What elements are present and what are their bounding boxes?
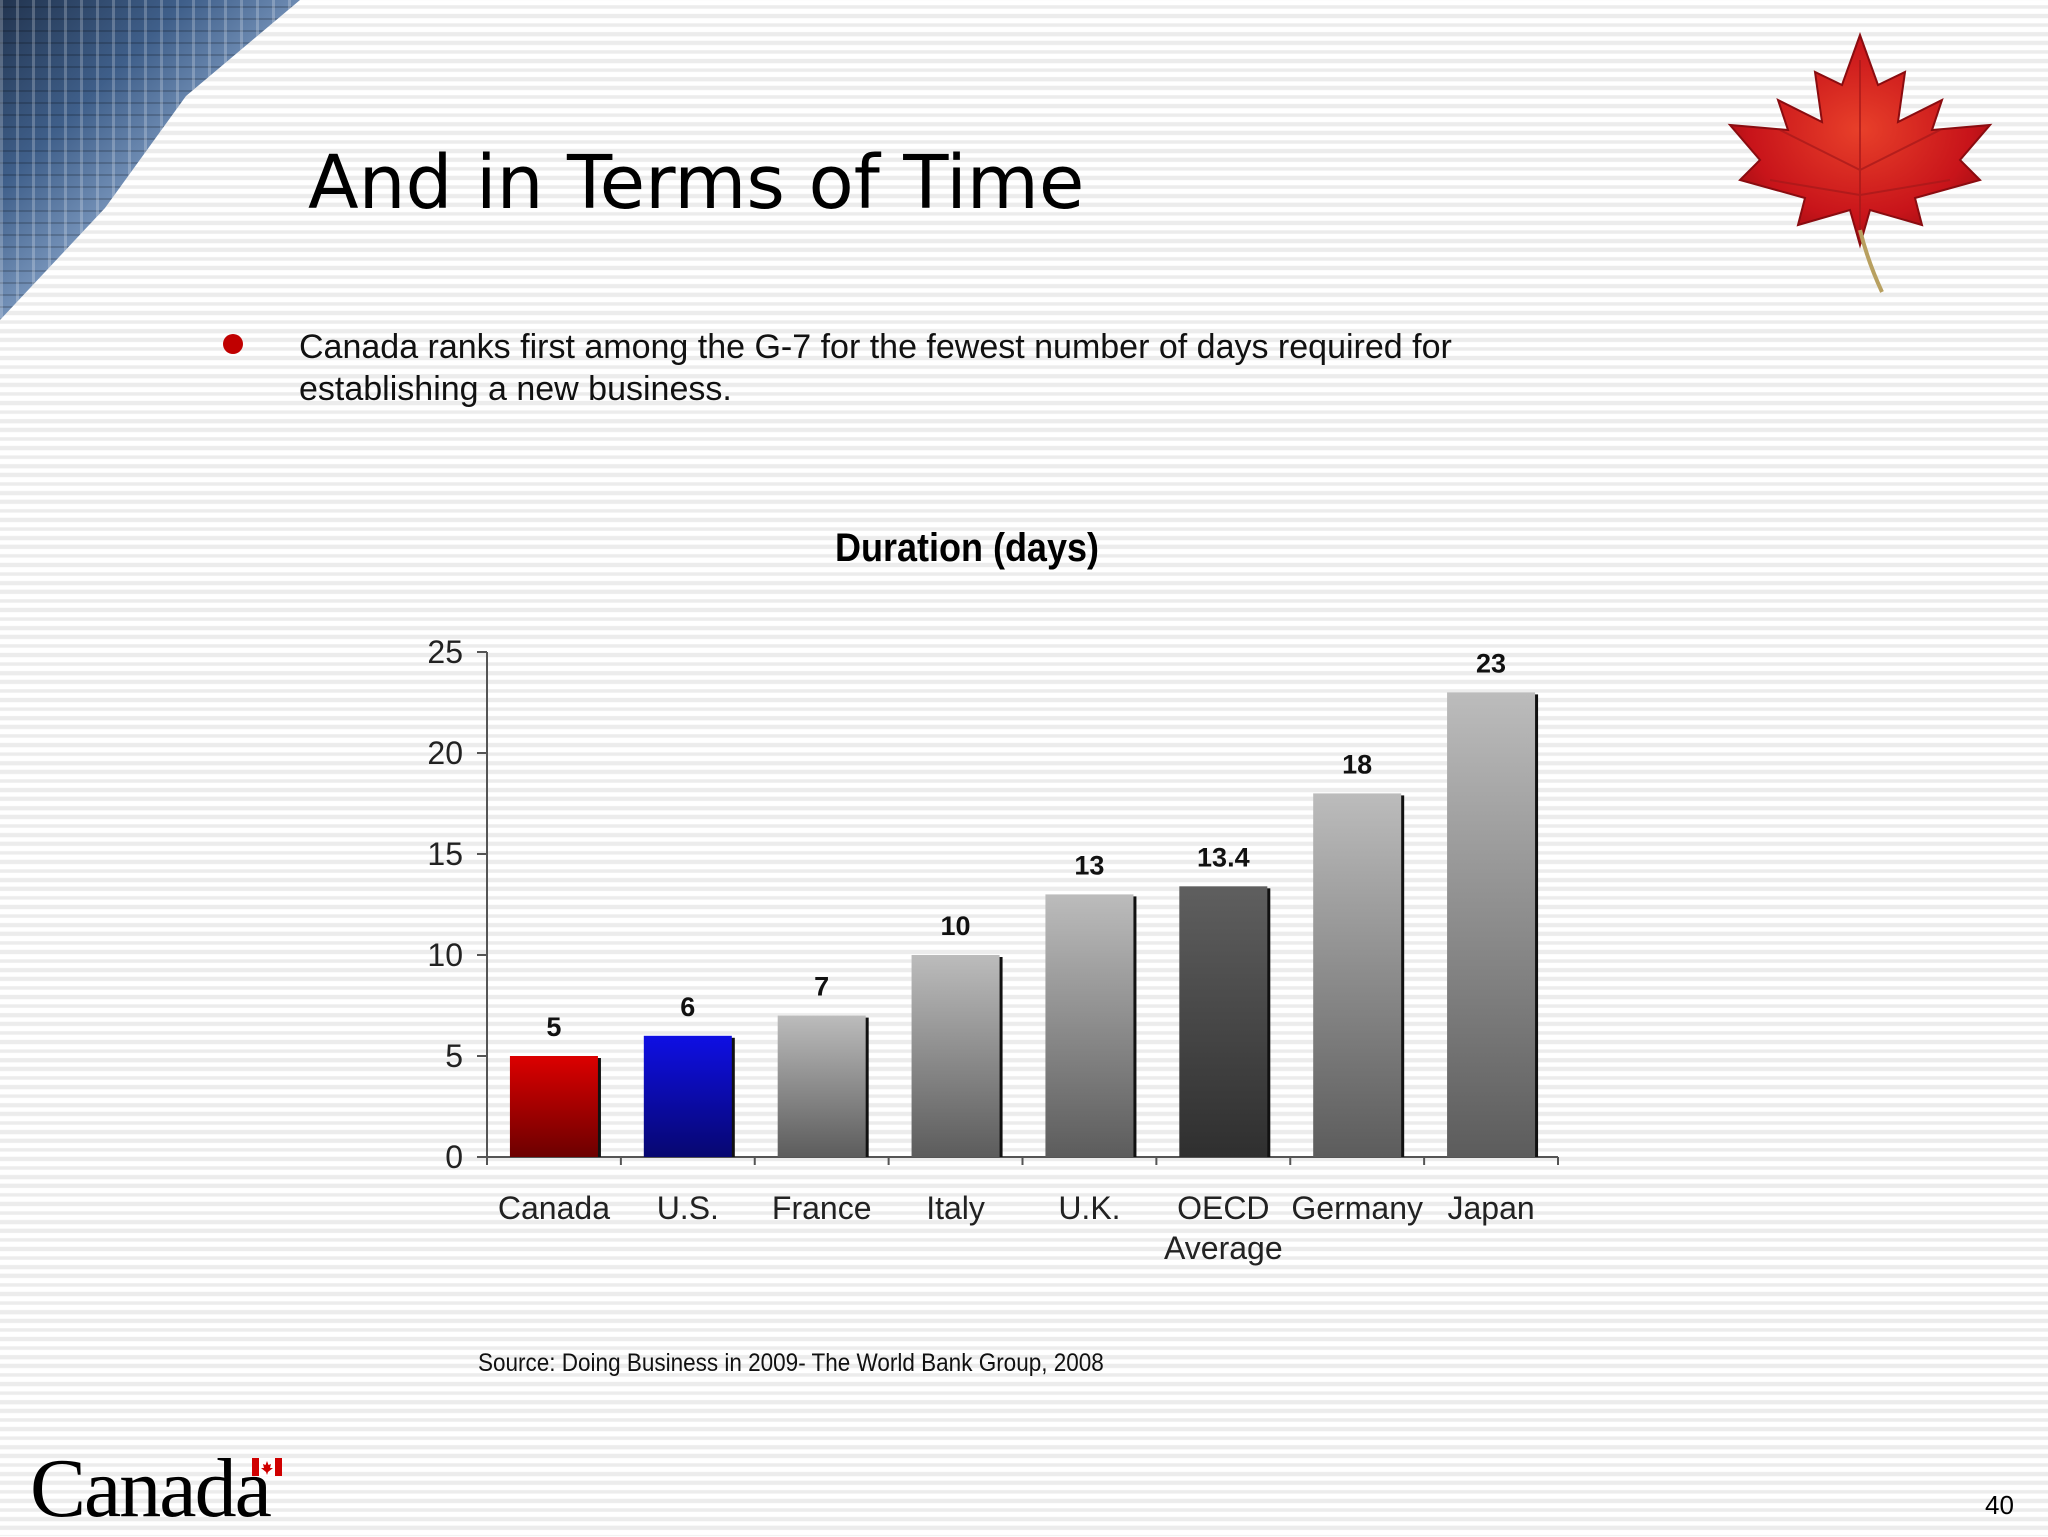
x-tick-label: Canada <box>498 1190 610 1226</box>
bar-italy <box>911 955 1000 1157</box>
bar-value-label: 13.4 <box>1197 842 1250 872</box>
x-tick-label: France <box>772 1190 872 1226</box>
y-tick-label: 5 <box>445 1038 463 1074</box>
bar-value-label: 23 <box>1476 648 1506 678</box>
source-note: Source: Doing Business in 2009- The Worl… <box>478 1349 1104 1377</box>
bar-value-label: 7 <box>814 972 829 1002</box>
bar-france <box>777 1015 866 1157</box>
bar-value-label: 18 <box>1342 749 1372 779</box>
bar-value-label: 10 <box>941 911 971 941</box>
x-tick-label: Germany <box>1291 1190 1423 1226</box>
bar-japan <box>1447 692 1536 1157</box>
bar-canada <box>509 1056 598 1157</box>
y-tick-label: 0 <box>445 1139 463 1175</box>
y-tick-label: 10 <box>427 937 463 973</box>
bar-oecd-average <box>1179 886 1268 1157</box>
x-tick-label: Italy <box>926 1190 985 1226</box>
x-tick-label: OECD Average <box>1164 1190 1283 1266</box>
maple-leaf-icon <box>1727 32 1993 293</box>
chart-title: Duration (days) <box>835 526 1099 570</box>
x-tick-label: U.S. <box>657 1190 719 1226</box>
bullet-text: Canada ranks first among the G-7 for the… <box>299 328 1452 408</box>
x-tick-label: Japan <box>1447 1190 1534 1226</box>
y-tick-label: 25 <box>427 634 463 670</box>
y-tick-label: 15 <box>427 836 463 872</box>
y-tick-label: 20 <box>427 735 463 771</box>
bullet-marker <box>223 334 243 354</box>
canada-wordmark: Canada <box>30 1442 272 1535</box>
bar-u-s <box>643 1035 732 1157</box>
bar-value-label: 5 <box>546 1012 561 1042</box>
bar-value-label: 6 <box>680 992 695 1022</box>
bar-germany <box>1313 793 1402 1157</box>
bar-u-k <box>1045 894 1134 1157</box>
slide-title: And in Terms of Time <box>308 140 1085 226</box>
x-tick-label: U.K. <box>1058 1190 1120 1226</box>
canada-flag-icon <box>252 1458 282 1476</box>
bar-value-label: 13 <box>1074 850 1104 880</box>
page-number: 40 <box>1985 1490 2014 1520</box>
